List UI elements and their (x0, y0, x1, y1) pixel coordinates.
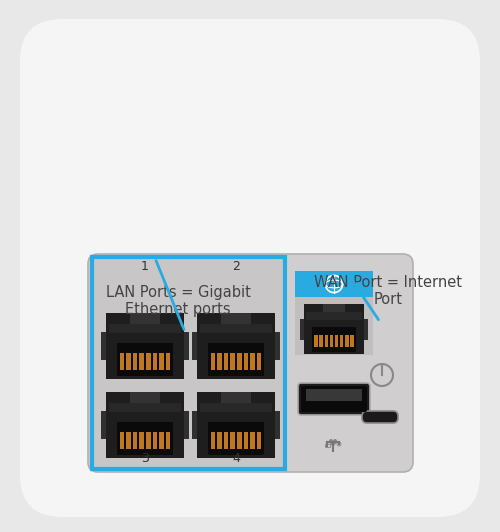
Bar (230, 353, 235, 370)
Bar (100, 411, 106, 439)
Polygon shape (109, 403, 181, 412)
Bar (146, 353, 150, 370)
FancyBboxPatch shape (88, 254, 413, 472)
Text: 1: 1 (141, 260, 149, 272)
Bar (345, 335, 348, 347)
Bar (312, 327, 356, 352)
Text: 4: 4 (232, 452, 240, 464)
Bar (117, 422, 173, 455)
Bar (221, 313, 251, 323)
Bar (152, 433, 158, 449)
Bar (350, 335, 354, 347)
Bar (325, 444, 330, 447)
Bar (166, 353, 170, 370)
Bar (208, 422, 264, 455)
FancyBboxPatch shape (362, 411, 398, 423)
Bar (221, 392, 251, 403)
Bar (192, 332, 197, 360)
Circle shape (371, 364, 393, 386)
Polygon shape (200, 403, 272, 412)
Polygon shape (109, 323, 181, 334)
Bar (208, 343, 264, 376)
Bar (304, 304, 364, 354)
Bar (166, 433, 170, 449)
Text: LAN Ports = Gigabit
Ethernet ports: LAN Ports = Gigabit Ethernet ports (106, 285, 251, 317)
Bar (132, 433, 138, 449)
Bar (159, 433, 164, 449)
Text: 2: 2 (232, 260, 240, 272)
Bar (257, 353, 262, 370)
Bar (244, 353, 248, 370)
Bar (224, 433, 228, 449)
Bar (217, 353, 222, 370)
Bar (92, 257, 285, 469)
Bar (210, 433, 215, 449)
Bar (126, 353, 131, 370)
Bar (217, 433, 222, 449)
Bar (197, 313, 275, 379)
Bar (275, 411, 280, 439)
Bar (324, 335, 328, 347)
Bar (237, 353, 242, 370)
Bar (106, 392, 184, 458)
Bar (159, 353, 164, 370)
Bar (120, 353, 124, 370)
Bar (250, 353, 255, 370)
Bar (117, 343, 173, 376)
Bar (140, 433, 144, 449)
Bar (295, 271, 373, 297)
Bar (322, 304, 345, 312)
Bar (295, 297, 373, 355)
Bar (146, 433, 150, 449)
Bar (120, 433, 124, 449)
Polygon shape (200, 323, 272, 334)
Bar (275, 332, 280, 360)
Bar (230, 433, 235, 449)
Bar (330, 335, 334, 347)
FancyBboxPatch shape (301, 386, 367, 412)
Bar (224, 353, 228, 370)
Bar (184, 411, 190, 439)
Bar (300, 319, 304, 339)
Bar (257, 433, 262, 449)
Bar (237, 433, 242, 449)
Bar (314, 335, 318, 347)
Bar (210, 353, 215, 370)
FancyBboxPatch shape (20, 19, 480, 517)
Bar (140, 353, 144, 370)
Bar (130, 392, 160, 403)
Polygon shape (306, 312, 362, 320)
Text: WAN Port = Internet
Port: WAN Port = Internet Port (314, 275, 462, 307)
Bar (340, 335, 344, 347)
Text: ♥: ♥ (328, 439, 338, 449)
Bar (244, 433, 248, 449)
Bar (320, 335, 323, 347)
Text: 3: 3 (141, 452, 149, 464)
Bar (130, 313, 160, 323)
Bar (184, 332, 190, 360)
Bar (306, 389, 362, 401)
Bar (364, 319, 368, 339)
Bar (126, 433, 131, 449)
Bar (132, 353, 138, 370)
Bar (100, 332, 106, 360)
Bar (250, 433, 255, 449)
Bar (106, 313, 184, 379)
Bar (197, 392, 275, 458)
Bar (192, 411, 197, 439)
Bar (152, 353, 158, 370)
Bar (334, 335, 338, 347)
FancyBboxPatch shape (298, 383, 370, 415)
